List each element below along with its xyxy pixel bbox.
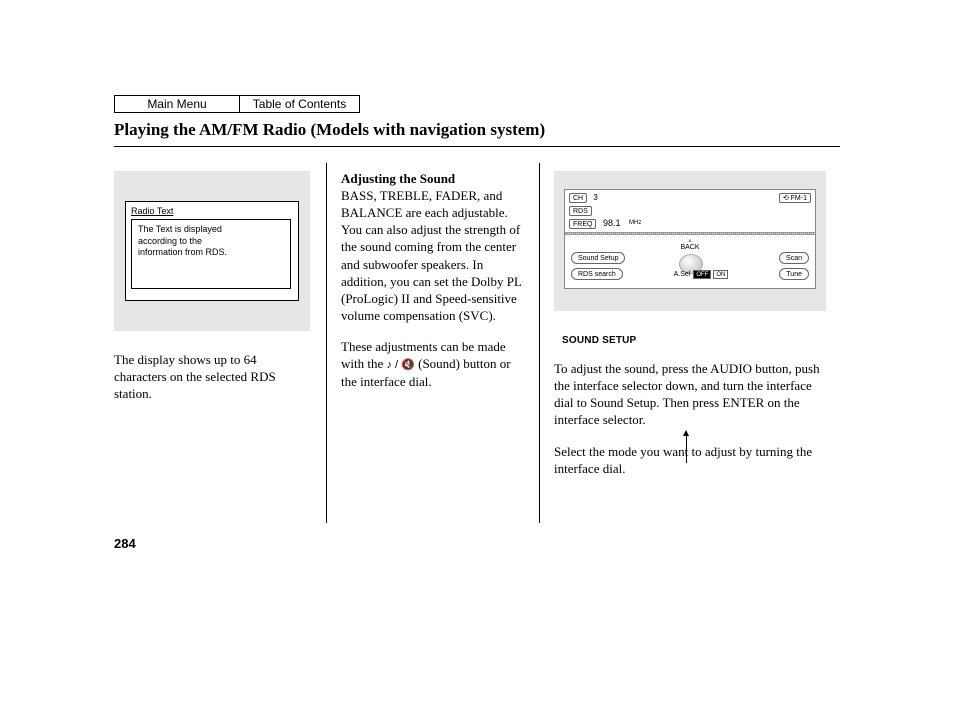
- softkey-tune: Tune: [779, 268, 809, 280]
- column-middle: Adjusting the Sound BASS, TREBLE, FADER,…: [327, 163, 539, 523]
- column-left: Radio Text The Text is displayed accordi…: [114, 163, 326, 523]
- freq-unit: MHz: [629, 220, 641, 226]
- softkey-sound-setup: Sound Setup: [571, 252, 625, 264]
- radio-text-label: Radio Text: [131, 206, 293, 216]
- page-number: 284: [114, 536, 136, 551]
- title-row: Playing the AM/FM Radio (Models with nav…: [114, 120, 840, 147]
- softkey-scan: Scan: [779, 252, 809, 264]
- sound-setup-figure: CH 3 ⟲ FM-1 RDS FREQ 98.1 MHz BACK: [554, 171, 826, 311]
- callout-arrow-icon: [686, 435, 687, 463]
- radio-text-display: The Text is displayed according to the i…: [131, 219, 291, 289]
- manual-page: Main Menu Table of Contents Playing the …: [0, 0, 954, 710]
- left-caption: The display shows up to 64 characters on…: [114, 351, 312, 402]
- sound-setup-caption: SOUND SETUP: [562, 335, 828, 346]
- back-label: BACK: [565, 238, 815, 251]
- display-line: according to the: [138, 236, 284, 248]
- middle-para-1: BASS, TREBLE, FADER, and BALANCE are eac…: [341, 187, 525, 324]
- band-label: FM-1: [791, 195, 807, 202]
- freq-value: 98.1: [603, 218, 621, 228]
- page-title: Playing the AM/FM Radio (Models with nav…: [114, 120, 840, 140]
- display-line: The Text is displayed: [138, 224, 284, 236]
- asel-label: A.Sel: [674, 271, 691, 278]
- middle-para-2: These adjustments can be made with the ♪…: [341, 338, 525, 390]
- tuning-strip: [565, 232, 815, 235]
- ch-pill: CH: [569, 193, 587, 203]
- audio-unit-mock: CH 3 ⟲ FM-1 RDS FREQ 98.1 MHz BACK: [564, 189, 816, 289]
- content-columns: Radio Text The Text is displayed accordi…: [114, 163, 840, 523]
- ch-value: 3: [593, 193, 597, 202]
- radio-text-figure: Radio Text The Text is displayed accordi…: [114, 171, 310, 331]
- rds-pill: RDS: [569, 206, 592, 216]
- main-menu-button[interactable]: Main Menu: [114, 95, 240, 113]
- softkey-rds-search: RDS search: [571, 268, 623, 280]
- on-seg: ON: [713, 270, 728, 279]
- band-pill: ⟲ FM-1: [779, 193, 811, 203]
- band-icon: ⟲: [783, 195, 789, 202]
- off-seg: OFF: [693, 270, 711, 279]
- right-para-2: Select the mode you want to adjust by tu…: [554, 443, 828, 477]
- freq-pill: FREQ: [569, 219, 596, 229]
- adjusting-sound-heading: Adjusting the Sound: [341, 171, 525, 187]
- radio-text-screen: Radio Text The Text is displayed accordi…: [125, 201, 299, 301]
- off-on-toggle: OFF ON: [693, 270, 728, 279]
- sound-icon: ♪ / 🔇: [387, 359, 415, 371]
- right-para-1: To adjust the sound, press the AUDIO but…: [554, 360, 828, 429]
- display-line: information from RDS.: [138, 247, 284, 259]
- toc-button[interactable]: Table of Contents: [240, 95, 360, 113]
- column-right: CH 3 ⟲ FM-1 RDS FREQ 98.1 MHz BACK: [540, 163, 828, 523]
- top-nav: Main Menu Table of Contents: [114, 95, 360, 113]
